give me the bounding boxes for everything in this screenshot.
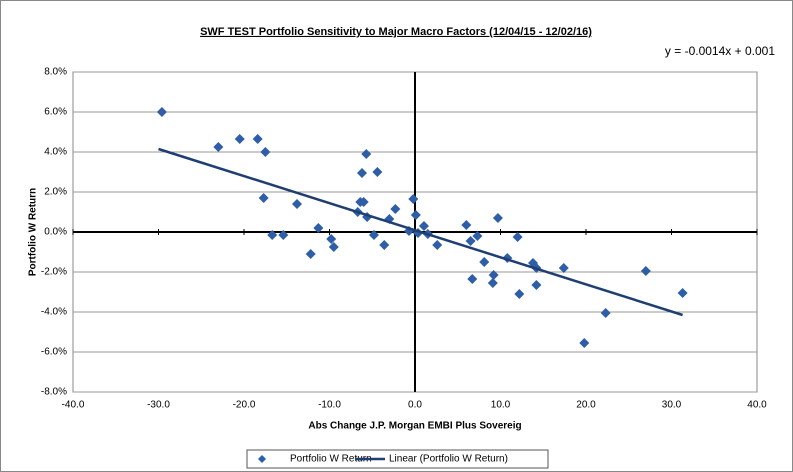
scatter-point <box>355 197 366 207</box>
scatter-point <box>390 204 401 214</box>
x-tick-label: 40.0 <box>747 400 767 411</box>
scatter-point <box>461 220 472 230</box>
y-tick-label: 0.0% <box>44 227 67 238</box>
x-tick-label: 10.0 <box>491 400 511 411</box>
x-tick-label: -40.0 <box>62 400 85 411</box>
x-axis-title: Abs Change J.P. Morgan EMBI Plus Soverei… <box>308 421 521 432</box>
scatter-point <box>472 231 483 241</box>
scatter-point <box>368 230 379 240</box>
scatter-point <box>600 308 611 318</box>
scatter-point <box>432 240 443 250</box>
scatter-point <box>313 223 324 233</box>
legend-label: Portfolio W Return <box>290 454 372 465</box>
scatter-point <box>640 266 651 276</box>
scatter-point <box>488 270 499 280</box>
scatter-point <box>514 289 525 299</box>
scatter-point <box>558 263 569 273</box>
scatter-point <box>361 149 372 159</box>
scatter-point <box>512 232 523 242</box>
scatter-point <box>267 230 278 240</box>
scatter-point <box>328 242 339 252</box>
scatter-point <box>677 288 688 298</box>
legend-swatch <box>258 455 266 463</box>
trendline <box>158 147 683 317</box>
y-tick-label: 8.0% <box>44 67 67 78</box>
scatter-point <box>278 230 289 240</box>
y-tick-label: -8.0% <box>41 387 67 398</box>
y-axis-title: Portfolio W Return <box>28 188 39 276</box>
scatter-point <box>479 257 490 267</box>
y-tick-label: 2.0% <box>44 187 67 198</box>
y-tick-label: -6.0% <box>41 347 67 358</box>
legend-label: Linear (Portfolio W Return) <box>389 454 508 465</box>
scatter-point <box>467 274 478 284</box>
scatter-point <box>579 338 590 348</box>
legend-box <box>246 449 549 469</box>
scatter-point <box>408 194 419 204</box>
legend <box>246 449 549 469</box>
scatter-point <box>213 142 224 152</box>
scatter-point <box>531 280 542 290</box>
scatter-point <box>258 193 269 203</box>
scatter-point <box>379 240 390 250</box>
x-tick-label: -30.0 <box>147 400 170 411</box>
x-tick-label: -10.0 <box>318 400 341 411</box>
scatter-point <box>234 134 245 144</box>
y-tick-label: -2.0% <box>41 267 67 278</box>
scatter-point <box>356 168 367 178</box>
scatter-point <box>156 107 167 117</box>
y-tick-label: 4.0% <box>44 147 67 158</box>
scatter-point <box>372 167 383 177</box>
scatter-point <box>465 236 476 246</box>
scatter-point <box>410 210 421 220</box>
scatter-point <box>326 234 337 244</box>
scatter-point <box>492 213 503 223</box>
scatter-point <box>502 253 513 263</box>
chart-title: SWF TEST Portfolio Sensitivity to Major … <box>200 26 592 38</box>
trend-equation: y = -0.0014x + 0.001 <box>665 44 775 58</box>
x-tick-label: 30.0 <box>662 400 682 411</box>
y-tick-label: 6.0% <box>44 107 67 118</box>
scatter-point <box>252 134 263 144</box>
x-tick-label: 0.0 <box>408 400 422 411</box>
y-tick-label: -4.0% <box>41 307 67 318</box>
scatter-point <box>305 249 316 259</box>
x-tick-label: -20.0 <box>233 400 256 411</box>
scatter-point <box>418 221 429 231</box>
x-tick-label: 20.0 <box>576 400 596 411</box>
scatter-point <box>260 147 271 157</box>
scatter-point <box>487 278 498 288</box>
scatter-point <box>292 199 303 209</box>
